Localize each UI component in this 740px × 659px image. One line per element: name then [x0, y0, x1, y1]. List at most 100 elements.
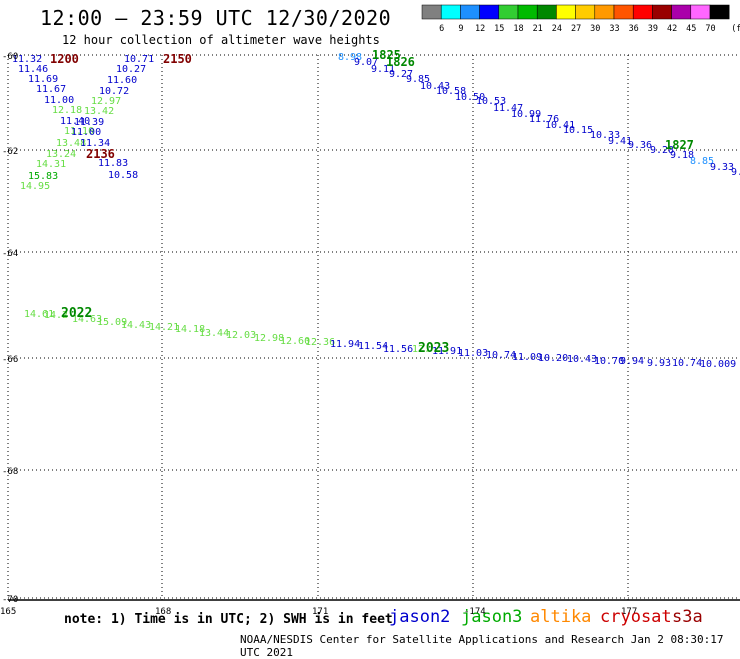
wave-height-value: 14.18	[175, 324, 205, 335]
wave-height-value: 9.94	[620, 356, 644, 367]
color-scale-label: 6	[439, 24, 444, 34]
wave-height-value: 11.54	[358, 341, 388, 352]
pass-time-label: 1825	[372, 48, 401, 62]
latitude-label: -66	[2, 355, 18, 365]
wave-height-value: 10.50	[455, 92, 485, 103]
wave-height-value: 11.83	[98, 158, 128, 169]
wave-height-value: 10.72	[99, 86, 129, 97]
wave-height-value: 11.56	[383, 344, 413, 355]
color-scale-label: 21	[533, 24, 543, 34]
axis-labels: 165 168 171 -174 177 -60 -62 -64 -66 -68 -70	[0, 52, 637, 617]
wave-height-value: 10.71	[124, 54, 154, 65]
color-scale-label: 36	[629, 24, 639, 34]
wave-height-value: 10.58	[436, 86, 466, 97]
wave-height-value: 11.00	[71, 127, 101, 138]
wave-height-value: 12.	[412, 344, 430, 355]
wave-height-value: 10.70	[594, 356, 624, 367]
wave-height-value: 11.00	[44, 95, 74, 106]
pass-time-label: 1200	[50, 52, 79, 66]
wave-height-value: 9.	[731, 167, 740, 178]
color-swatch	[575, 4, 596, 20]
wave-height-value: 8.98	[338, 52, 362, 63]
color-swatch	[632, 4, 653, 20]
wave-height-value: 10.009	[700, 359, 736, 370]
legend-cryosat: cryosat	[600, 607, 672, 627]
wave-height-value: 13.42	[84, 106, 114, 117]
wave-height-value: 11.40	[60, 116, 90, 127]
wave-height-value: 12.97	[91, 96, 121, 107]
wave-height-value: 12.18	[52, 105, 82, 116]
wave-height-value: 11.76	[529, 114, 559, 125]
color-swatch	[690, 4, 711, 20]
wave-height-value: 10.53	[476, 96, 506, 107]
wave-height-value: 12.60	[280, 336, 310, 347]
wave-height-value: 9.28	[650, 145, 674, 156]
wave-height-value: 12.36	[305, 337, 335, 348]
pass-time-label: 2023	[418, 341, 449, 356]
longitude-label: 177	[621, 607, 637, 617]
color-scale-label: 39	[648, 24, 658, 34]
wave-height-value: 10.27	[116, 64, 146, 75]
wave-height-value: 10.74	[486, 350, 516, 361]
legend-jason2: jason2	[389, 607, 451, 627]
color-scale-label: 70	[705, 24, 715, 34]
wave-height-value: 10.58	[108, 170, 138, 181]
wave-height-value: 15.09	[97, 317, 127, 328]
longitude-label: 168	[155, 607, 171, 617]
legend-s3a: s3a	[672, 607, 703, 627]
color-scale-label: 18	[513, 24, 523, 34]
wave-height-value: 14.63	[72, 314, 102, 325]
color-scale-label: 12	[475, 24, 485, 34]
color-swatch	[556, 4, 576, 20]
pass-time-label: 1826	[386, 55, 415, 69]
wave-height-value: 13.24	[46, 149, 76, 160]
pass-time-label: 1827	[665, 138, 694, 152]
wave-height-value: 10.99	[511, 109, 541, 120]
footer-credit: NOAA/NESDIS Center for Satellite Applica…	[240, 633, 724, 659]
latitude-label: -60	[2, 52, 18, 62]
color-swatch	[594, 4, 615, 20]
color-swatch	[652, 4, 672, 20]
legend-jason3: jason3	[461, 607, 523, 627]
wave-height-value: 14.21	[149, 322, 179, 333]
color-swatch	[536, 4, 557, 20]
wave-height-value: 11.39	[74, 117, 104, 128]
wave-height-value: 11.34	[80, 138, 110, 149]
color-swatch	[421, 4, 442, 20]
pass-time-label: 2150	[163, 52, 192, 66]
wave-height-value: 11.60	[107, 75, 137, 86]
color-swatch	[460, 4, 480, 20]
longitude-label: -174	[464, 607, 486, 617]
wave-height-value: 10.43	[420, 81, 450, 92]
wave-height-value: 11.69	[28, 74, 58, 85]
wave-height-value: 13.44	[199, 328, 229, 339]
wave-height-value: 11.94	[330, 339, 360, 350]
latitude-label: -70	[2, 595, 18, 605]
page-subtitle: 12 hour collection of altimeter wave hei…	[62, 33, 380, 47]
pass-time-label: 2136	[86, 147, 115, 161]
wave-height-value: 13.48	[56, 138, 86, 149]
wave-height-value: 10.20	[538, 353, 568, 364]
wave-height-value: 9.93	[647, 358, 671, 369]
color-swatch	[517, 4, 538, 20]
wave-height-value: 9.33	[710, 162, 734, 173]
color-scale-label: 42	[667, 24, 677, 34]
color-scale-label: 45	[686, 24, 696, 34]
color-swatch	[498, 4, 519, 20]
wave-height-value: 14.95	[20, 181, 50, 192]
wave-height-value: 14.2	[44, 310, 68, 321]
color-scale-unit: (ft)	[731, 24, 740, 34]
color-scale-label: 30	[590, 24, 600, 34]
pass-time-label: 2022	[61, 306, 92, 321]
wave-height-value: 10.33	[590, 130, 620, 141]
wave-height-value: 10.41	[545, 120, 575, 131]
longitude-label: 171	[312, 607, 328, 617]
wave-height-value: 14.61	[24, 309, 54, 320]
wave-height-value: 9.41	[608, 136, 632, 147]
wave-height-value: 14.43	[121, 320, 151, 331]
wave-height-value: 10.15	[563, 125, 593, 136]
color-swatch	[709, 4, 730, 20]
wave-height-value: 10.74	[672, 358, 702, 369]
latitude-label: -62	[2, 147, 18, 157]
